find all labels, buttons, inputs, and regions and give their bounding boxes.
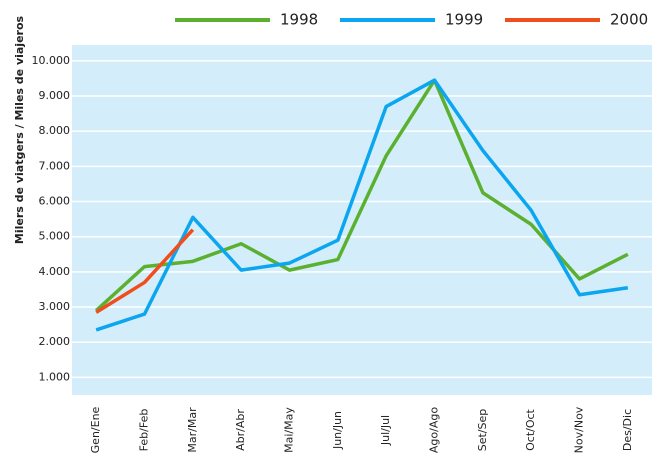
y-tick-label: 7.000 — [39, 159, 71, 172]
x-tick-label: Mai/May — [283, 407, 296, 453]
legend-label: 1999 — [445, 11, 483, 29]
series-line — [95, 228, 195, 314]
y-tick-label: 10.000 — [32, 54, 71, 67]
y-axis-label: Milers de viatgers / Miles de viajeros — [13, 15, 26, 244]
x-tick-label: Jun/Jun — [331, 411, 344, 450]
series-line — [95, 78, 629, 332]
y-tick-label: 6.000 — [39, 195, 71, 208]
x-tick-label: Gen/Ene — [89, 406, 102, 453]
y-tick-label: 2.000 — [39, 335, 71, 348]
x-tick-label: Ago/Ago — [428, 407, 441, 453]
y-tick-label: 3.000 — [39, 300, 71, 313]
x-tick-label: Mar/Mar — [186, 407, 199, 453]
x-tick-label: Abr/Abr — [234, 409, 247, 451]
y-tick-label: 5.000 — [39, 230, 71, 243]
x-tick-label: Feb/Feb — [138, 409, 151, 452]
x-tick-label: Jul/Jul — [379, 415, 392, 446]
series-line — [94, 78, 629, 312]
x-tick-label: Des/Dic — [621, 409, 634, 451]
y-tick-label: 1.000 — [39, 370, 71, 383]
plot-area — [72, 45, 652, 395]
x-tick-label: Oct/Oct — [524, 408, 537, 450]
x-tick-label: Set/Sep — [476, 409, 489, 452]
y-tick-label: 8.000 — [39, 124, 71, 137]
legend-label: 1998 — [280, 11, 318, 29]
y-tick-label: 4.000 — [39, 265, 71, 278]
y-tick-label: 9.000 — [39, 89, 71, 102]
legend-label: 2000 — [610, 11, 648, 29]
x-tick-label: Nov/Nov — [573, 406, 586, 453]
